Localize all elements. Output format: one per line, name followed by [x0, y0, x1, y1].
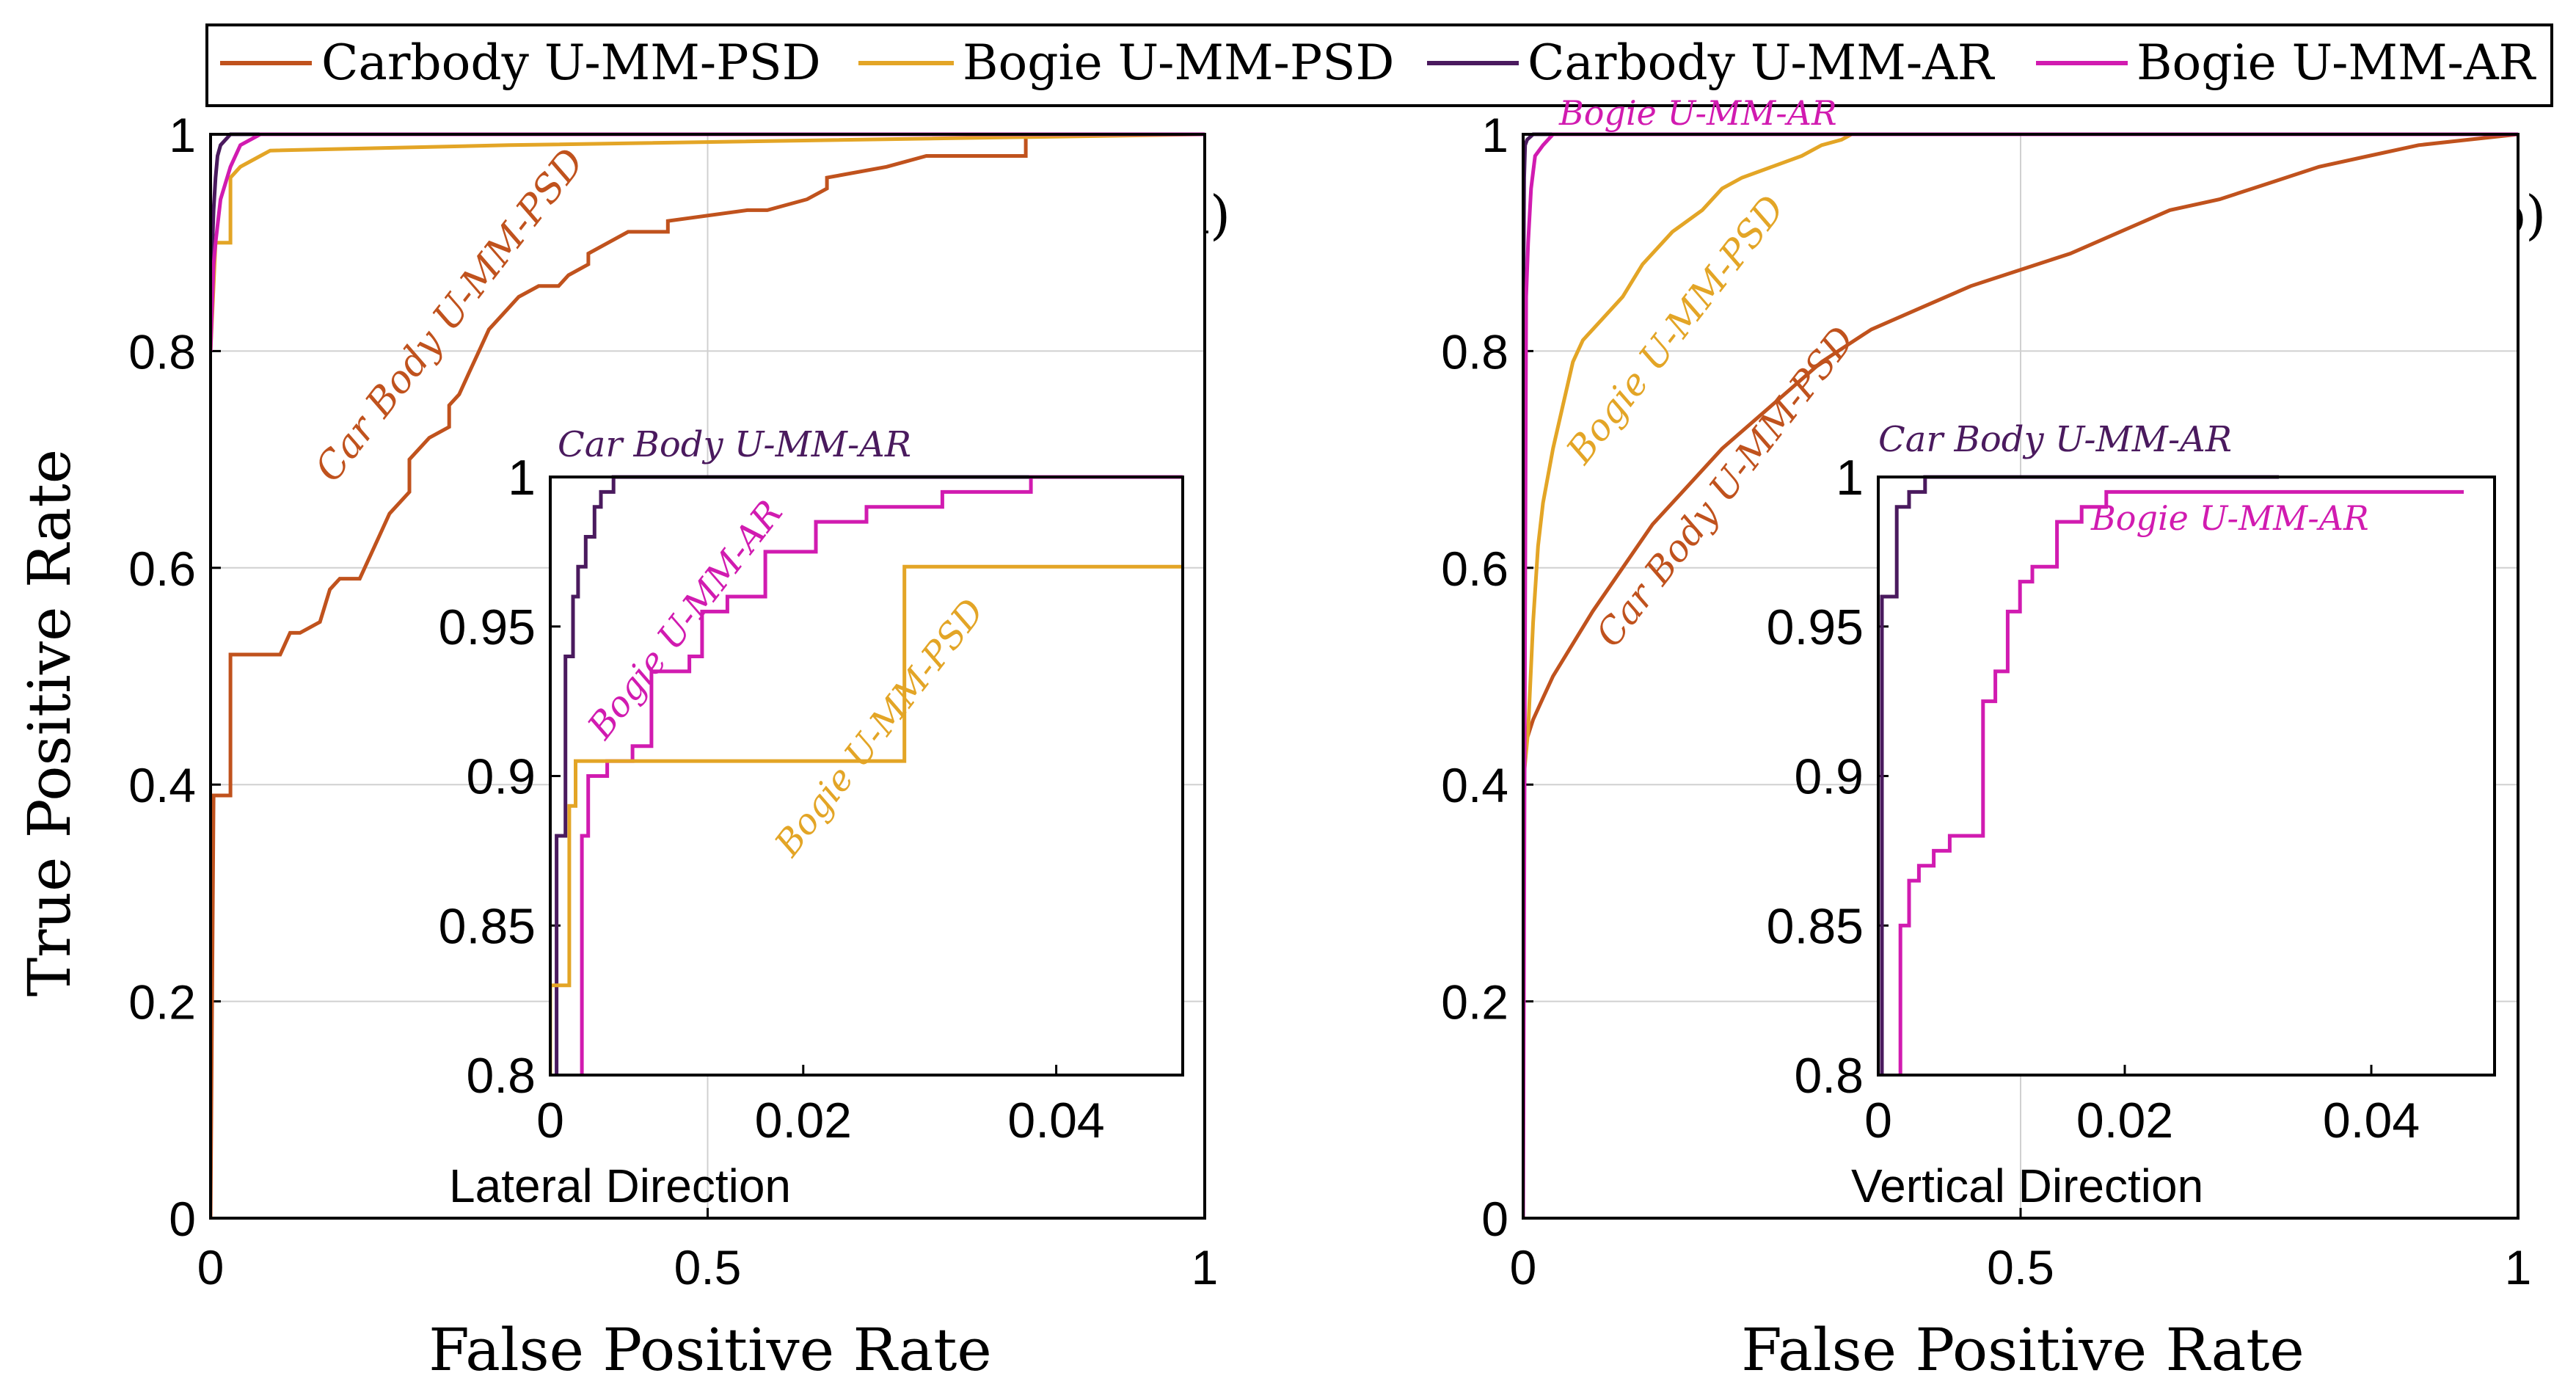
annot-b-bogie-ar-top: Bogie U-MM-AR — [1558, 93, 1837, 133]
panel-a-inset-title: Car Body U-MM-AR — [558, 424, 911, 465]
panel-a-frame — [209, 133, 1206, 1220]
panel-a-x-tick-label: 0.5 — [674, 1240, 742, 1294]
panel-a-y-tick-label: 0 — [169, 1192, 196, 1246]
legend-box — [205, 23, 2553, 107]
panel-a-inset-y-tick-label: 0.9 — [466, 749, 536, 805]
legend-label-carbody-psd: Carbody U-MM-PSD — [321, 34, 821, 91]
panel-b-frame — [1522, 133, 2520, 1220]
panel-a-inset-x-tick-label: 0.04 — [1007, 1093, 1104, 1148]
panel-a-x-tick-label: 1 — [1192, 1240, 1219, 1294]
panel-a-series-bogie-u-mm-ar — [211, 132, 1205, 352]
panel-b-inset-plot-area — [1878, 477, 2495, 1075]
panel-b-inset-y-tick-label: 0.8 — [1794, 1048, 1864, 1104]
panel-a-inset-x-tick-label: 0 — [536, 1093, 564, 1148]
legend-label-bogie-ar: Bogie U-MM-AR — [2137, 34, 2537, 91]
panel-b-inset-y-tick-label: 0.85 — [1767, 898, 1864, 954]
panel-a-inset-y-tick-label: 1 — [508, 450, 536, 506]
panel-a-inset-x-tick-label: 0.02 — [755, 1093, 852, 1148]
annot-b-inset-bogie-ar: Bogie U-MM-AR — [2090, 498, 2369, 538]
panel-b-inset-y-tick-label: 0.9 — [1794, 749, 1864, 805]
panel-a-inset-axes: 0 0.02 0.04 0.8 0.85 0.9 0.95 1 Car Body U-MM-AR — [439, 424, 1184, 1148]
panel-b-inset-series-bogie-u-mm-ar — [1898, 489, 2464, 1075]
caption-lateral: Lateral Direction — [449, 1159, 791, 1212]
panel-b-series-bogie-u-mm-psd — [1523, 132, 2518, 785]
panel-a-series-bogie-u-mm-psd — [211, 132, 1205, 352]
charts: 0 0.5 1 0 0.2 0.4 0.6 0.8 1 0 0.02 0.04 0.8 0.85 0.9 0.… — [128, 108, 2531, 1294]
panel-b-x-tick-label: 0.5 — [1987, 1240, 2054, 1294]
panel-a-y-tick-label: 1 — [169, 108, 196, 162]
panel-b-y-tick-label: 0 — [1481, 1192, 1508, 1246]
x-axis-title-a: False Positive Rate — [428, 1316, 992, 1384]
panel-b-y-tick-label: 0.2 — [1441, 975, 1508, 1030]
panel-b-y-tick-label: 0.6 — [1441, 542, 1508, 596]
panel-a-x-tick-label: 0 — [197, 1240, 225, 1294]
panel-b-y-tick-label: 1 — [1481, 108, 1508, 162]
legend: Carbody U-MM-PSD Bogie U-MM-PSD Carbody … — [205, 23, 2553, 107]
panel-b-inset-y-tick-label: 1 — [1836, 450, 1864, 506]
panel-b-inset-title: Car Body U-MM-AR — [1878, 419, 2232, 460]
panel-a-y-tick-label: 0.4 — [128, 758, 196, 812]
legend-label-bogie-psd: Bogie U-MM-PSD — [963, 34, 1394, 91]
panel-a-inset-y-tick-label: 0.95 — [439, 600, 536, 655]
panel-b-inset-y-tick-label: 0.95 — [1767, 600, 1864, 655]
panel-b-inset-series-carbody-u-mm-ar — [1880, 475, 2279, 1075]
panel-a-inset-y-tick-label: 0.85 — [439, 898, 536, 954]
panel-a-inset-series-bogie-u-mm-ar — [580, 475, 1183, 1075]
panel-b-y-tick-label: 0.4 — [1441, 758, 1508, 812]
panel-a-inset-y-tick-label: 0.8 — [466, 1048, 536, 1104]
y-axis-title: True Positive Rate — [15, 449, 84, 997]
panel-b-inset-frame — [1877, 476, 2496, 1077]
panel-a-y-tick-label: 0.8 — [128, 324, 196, 379]
panel-b-series-bogie-u-mm-ar — [1523, 132, 2518, 1219]
panel-b-x-tick-label: 0 — [1510, 1240, 1537, 1294]
legend-label-carbody-ar: Carbody U-MM-AR — [1528, 34, 1996, 91]
panel-a-inset-series-bogie-u-mm-psd — [550, 564, 1183, 1075]
panel-b-series-carbody-u-mm-psd — [1523, 132, 2518, 785]
panel-b-x-tick-label: 1 — [2505, 1240, 2532, 1294]
panel-a-y-tick-label: 0.2 — [128, 975, 196, 1030]
panel-b-y-tick-label: 0.8 — [1441, 324, 1508, 379]
panel-b-inset-x-tick-label: 0.02 — [2076, 1093, 2173, 1148]
panel-b-inset-x-tick-label: 0.04 — [2323, 1093, 2420, 1148]
panel-a-inset-plot-area — [550, 477, 1183, 1075]
panel-a-y-tick-label: 0.6 — [128, 542, 196, 596]
caption-vertical: Vertical Direction — [1851, 1159, 2203, 1212]
panel-b-inset-axes: 0 0.02 0.04 0.8 0.85 0.9 0.95 1 Car Body U-MM-AR — [1767, 419, 2496, 1148]
panel-a-inset-series-carbody-u-mm-ar — [555, 475, 1183, 1075]
panel-a-series-carbody-u-mm-psd — [211, 132, 1205, 1219]
panel-a-inset-frame — [549, 476, 1184, 1077]
panel-b-inset-x-tick-label: 0 — [1864, 1093, 1892, 1148]
x-axis-title-b: False Positive Rate — [1741, 1316, 2305, 1384]
